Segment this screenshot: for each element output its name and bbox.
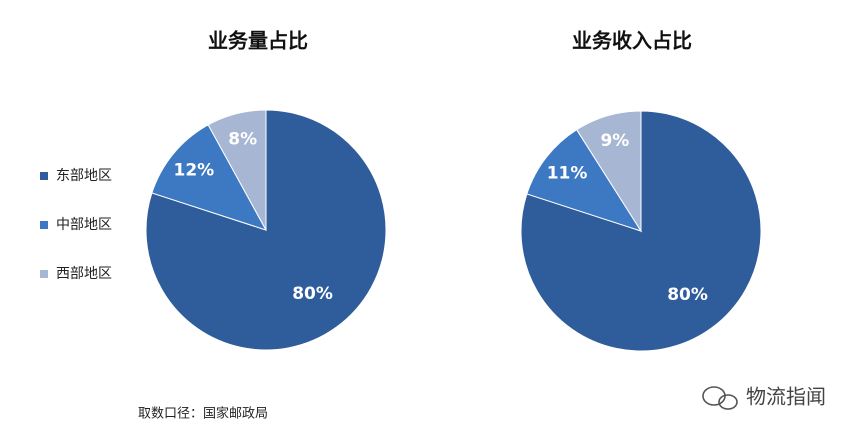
source-note: 取数口径：国家邮政局 — [138, 406, 268, 422]
legend-label: 东部地区 — [56, 168, 112, 184]
pie-slice — [207, 109, 267, 231]
chart-title: 业务量占比 — [208, 29, 308, 53]
legend-swatch — [40, 172, 48, 180]
legend-swatch — [40, 270, 48, 278]
pie-slice — [526, 128, 643, 232]
legend-label: 中部地区 — [56, 217, 112, 233]
data-label: 11% — [547, 164, 588, 184]
watermark: 物流指闻 — [746, 385, 826, 409]
watermark-icon — [702, 386, 738, 410]
data-label: 80% — [292, 284, 333, 304]
data-label: 80% — [667, 285, 708, 305]
pie-slice — [576, 110, 642, 233]
data-label: 9% — [600, 131, 629, 151]
pie-slice — [151, 124, 268, 231]
legend-swatch — [40, 221, 48, 229]
data-label: 12% — [174, 160, 215, 180]
data-label: 8% — [228, 129, 257, 149]
legend-label: 西部地区 — [56, 266, 112, 282]
chart-title: 业务收入占比 — [572, 29, 692, 53]
